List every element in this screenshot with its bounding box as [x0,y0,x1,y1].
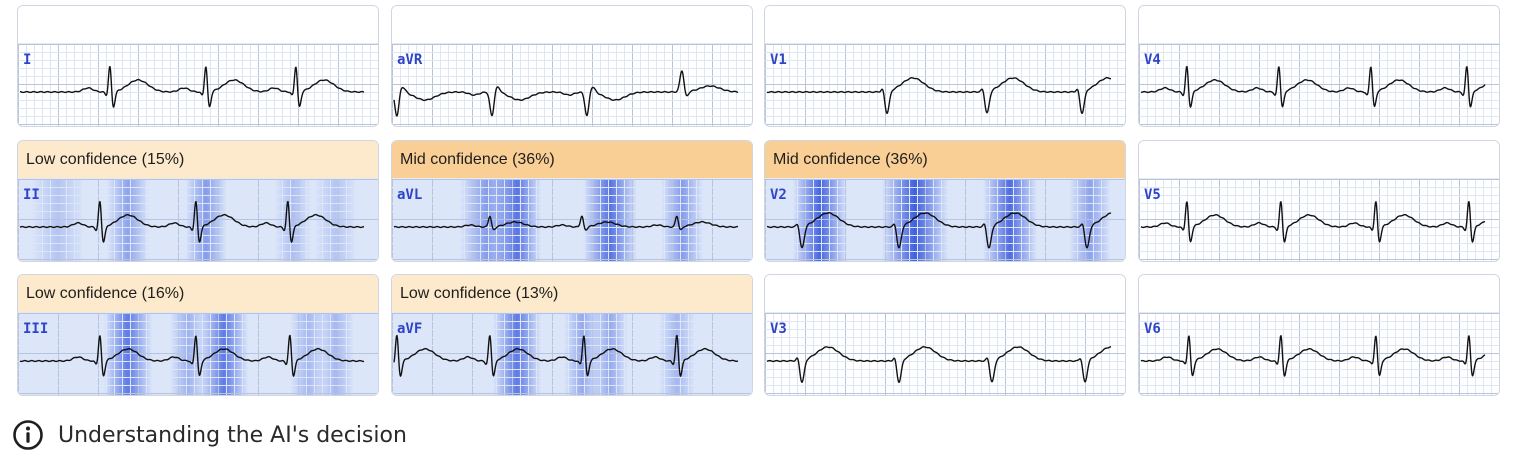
ecg-trace [19,334,365,377]
confidence-header [1139,275,1499,313]
info-icon [13,420,43,450]
heatmap-band [793,179,847,261]
confidence-header [1139,6,1499,44]
lead-label: aVF [397,321,423,337]
ecg-trace-svg [18,179,378,261]
confidence-header [765,6,1125,44]
ecg-trace [19,65,365,108]
ecg-panel-v2: Mid confidence (36%) V2 [764,140,1126,262]
ecg-panel-avr: aVR [391,5,753,127]
ecg-trace [19,200,365,243]
ecg-trace [393,70,739,117]
confidence-header: Mid confidence (36%) [392,141,752,179]
lead-label: V4 [1144,52,1161,68]
ecg-trace [766,212,1112,249]
confidence-header [1139,141,1499,179]
ecg-panel-v5: V5 [1138,140,1500,262]
ecg-panel-avf: Low confidence (13%) aVF [391,274,753,396]
lead-label: aVL [397,187,423,203]
ecg-trace [766,77,1112,115]
ecg-trace-svg [18,313,378,395]
heatmap-band [200,313,248,395]
ecg-trace [1140,201,1486,243]
ecg-panel-v1: V1 [764,5,1126,127]
ecg-strip: aVF [392,313,752,395]
ecg-trace [766,346,1112,384]
lead-label: V2 [770,187,787,203]
confidence-header [765,275,1125,313]
lead-label: III [23,321,49,337]
ecg-trace-svg [765,179,1125,261]
ecg-panel-i: I [17,5,379,127]
heatmap-band [318,313,354,395]
ecg-strip: V6 [1139,313,1499,395]
ecg-strip: aVL [392,179,752,261]
heatmap-band [185,179,227,261]
ecg-strip: II [18,179,378,261]
ecg-trace [393,334,739,377]
lead-label: V5 [1144,187,1161,203]
ecg-trace-svg [1139,44,1499,126]
ecg-trace-svg [765,313,1125,395]
ecg-panel-v4: V4 [1138,5,1500,127]
heatmap-band [493,313,541,395]
ecg-strip: V5 [1139,179,1499,261]
confidence-header: Low confidence (15%) [18,141,378,179]
ecg-trace-svg [765,44,1125,126]
ecg-strip: I [18,44,378,126]
ecg-trace [1140,65,1486,108]
ecg-panel-ii: Low confidence (15%) II [17,140,379,262]
lead-label: V1 [770,52,787,68]
ecg-strip: V4 [1139,44,1499,126]
ecg-trace-svg [392,44,752,126]
confidence-header [18,6,378,44]
ecg-trace [393,215,739,231]
heatmap-band [583,179,637,261]
ecg-trace-svg [392,179,752,261]
ai-decision-explainer-link[interactable]: Understanding the AI's decision [12,418,407,452]
heatmap-band [1069,179,1111,261]
lead-label: V3 [770,321,787,337]
ecg-panel-avl: Mid confidence (36%) aVL [391,140,753,262]
ecg-strip: V3 [765,313,1125,395]
heatmap-band [104,313,152,395]
ecg-panel-v6: V6 [1138,274,1500,396]
ecg-panel-v3: V3 [764,274,1126,396]
lead-label: V6 [1144,321,1161,337]
confidence-header: Low confidence (13%) [392,275,752,313]
lead-label: II [23,187,40,203]
ecg-trace-svg [18,44,378,126]
confidence-header [392,6,752,44]
heatmap-band [493,179,541,261]
confidence-header: Low confidence (16%) [18,275,378,313]
ai-decision-explainer-label: Understanding the AI's decision [58,422,407,448]
heatmap-band [107,179,149,261]
confidence-header: Mid confidence (36%) [765,141,1125,179]
heatmap-band [315,179,357,261]
ecg-trace [1140,335,1486,377]
ecg-trace-svg [1139,179,1499,261]
ecg-strip: V1 [765,44,1125,126]
ecg-trace-svg [1139,313,1499,395]
ecg-trace-svg [392,313,752,395]
ecg-panel-iii: Low confidence (16%) III [17,274,379,396]
lead-label: aVR [397,52,423,68]
lead-label: I [23,52,32,68]
ecg-strip: V2 [765,179,1125,261]
ecg-strip: aVR [392,44,752,126]
ecg-strip: III [18,313,378,395]
